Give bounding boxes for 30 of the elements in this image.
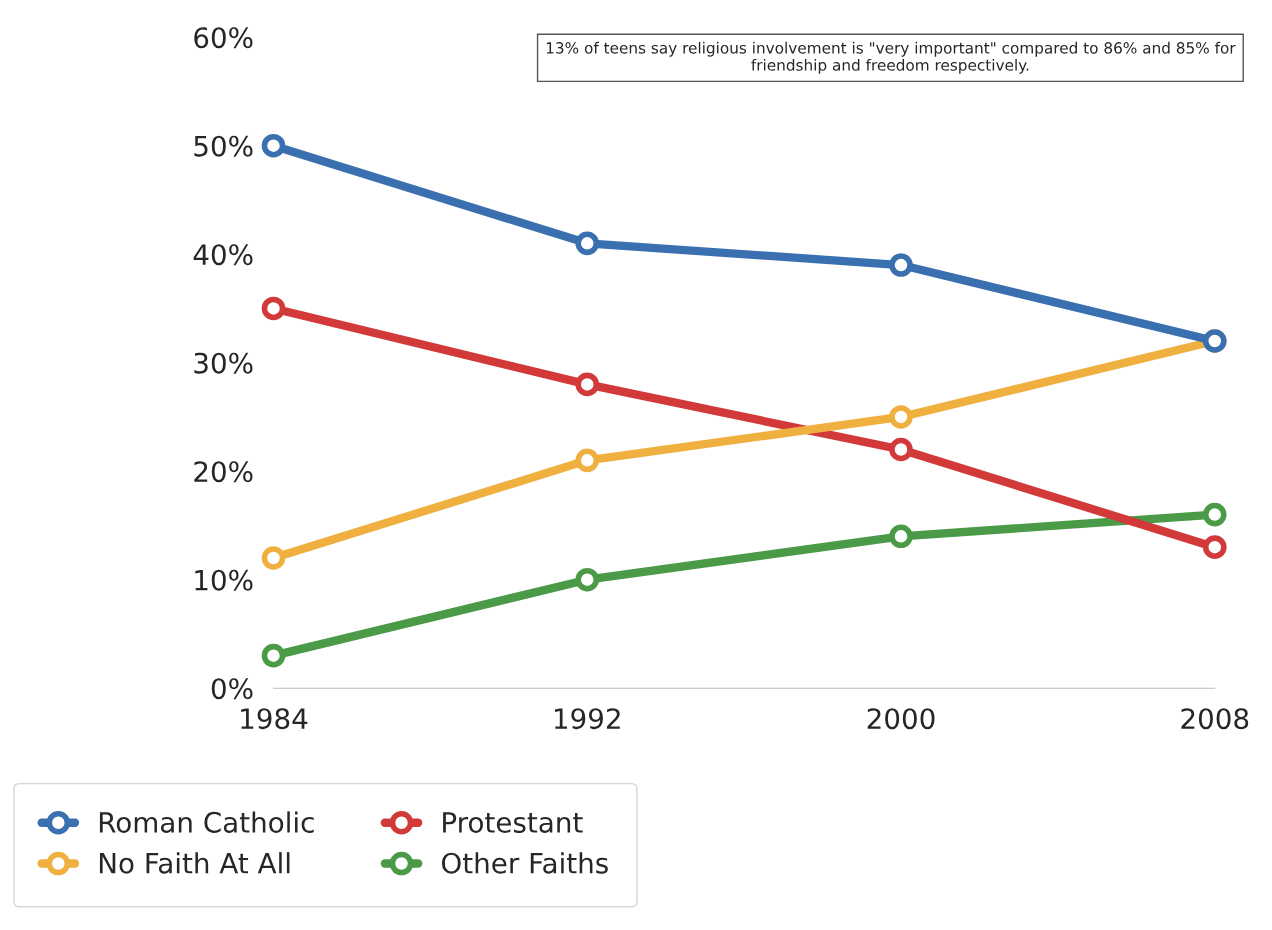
point — [575, 448, 600, 473]
y-tick-label: 50% — [194, 135, 253, 157]
legend-label: Roman Catholic — [99, 811, 314, 833]
point — [575, 372, 600, 397]
x-tick-label: 1984 — [241, 708, 308, 730]
y-tick-label: 60% — [194, 27, 253, 49]
point — [1202, 535, 1227, 559]
point — [889, 253, 913, 277]
x-tick-label: 1992 — [554, 708, 620, 730]
point — [261, 546, 286, 570]
point — [261, 133, 286, 158]
point — [575, 567, 600, 592]
y-tick-label: 20% — [194, 461, 253, 483]
point — [889, 524, 913, 549]
legend-label: Other Faiths — [441, 852, 608, 874]
annotation: 13% of teens say religious involvement is "very important" compared to 86% and 85% for friendship and freedom respectively. — [546, 41, 1236, 74]
x-tick-label: 2000 — [867, 708, 935, 730]
y-tick-label: 10% — [195, 569, 253, 591]
point — [889, 437, 913, 462]
y-tick-label: 30% — [194, 352, 253, 374]
y-tick-label: 0% — [211, 678, 253, 700]
y-tick-label: 40% — [193, 244, 253, 266]
point — [889, 405, 913, 429]
legend-label: Protestant — [443, 812, 583, 833]
point — [1202, 502, 1227, 527]
x-tick-label: 2008 — [1181, 708, 1249, 730]
point — [261, 643, 286, 668]
legend-label: No Faith At All — [99, 852, 290, 874]
point — [575, 231, 600, 256]
point — [261, 296, 286, 321]
